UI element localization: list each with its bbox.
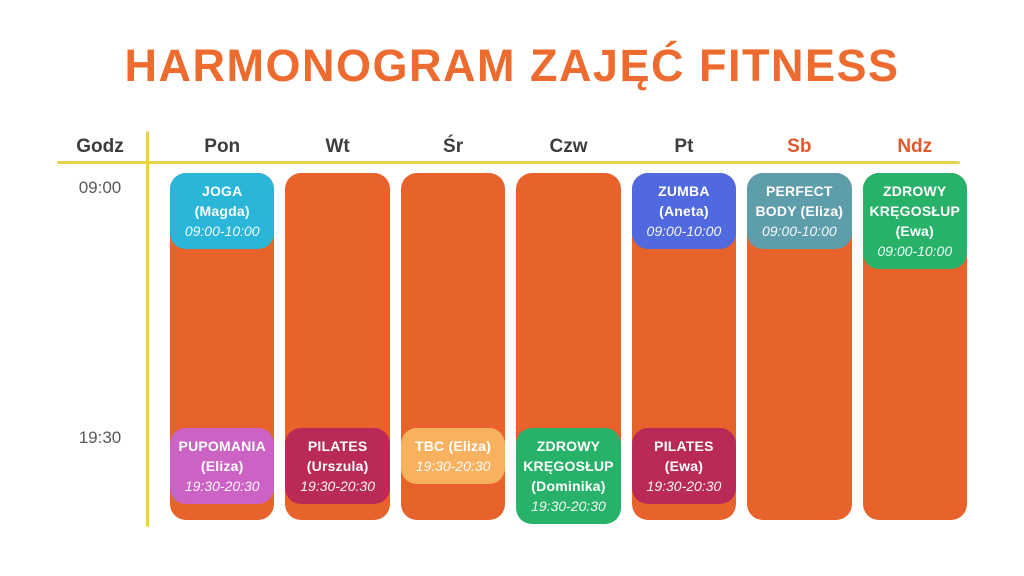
class-name-line: (Magda)	[194, 203, 250, 219]
class-time: 09:00-10:00	[184, 223, 260, 239]
class-name-line: KRĘGOSŁUP	[869, 203, 960, 219]
class-name-line: PILATES	[654, 438, 714, 454]
day-column-czw: ZDROWY KRĘGOSŁUP (Dominika) 19:30-20:30	[516, 173, 621, 524]
class-name-line: (Aneta)	[659, 203, 709, 219]
class-name-line: ZDROWY	[883, 183, 947, 199]
day-header-wt: Wt	[325, 136, 350, 157]
class-name-line: ZDROWY	[536, 438, 601, 454]
time-label-0900: 09:00	[78, 178, 122, 197]
day-column-ndz: ZDROWY KRĘGOSŁUP (Ewa) 09:00-10:00	[862, 173, 967, 520]
day-column-wt: PILATES (Urszula) 19:30-20:30	[285, 173, 390, 520]
time-column-header: Godz	[76, 136, 124, 157]
class-block-pt-evening: PILATES (Ewa) 19:30-20:30	[631, 428, 737, 504]
class-block-wt-evening: PILATES (Urszula) 19:30-20:30	[285, 428, 390, 504]
class-name-line: PERFECT	[765, 183, 833, 199]
class-block-sb-morning: PERFECT BODY (Eliza) 09:00-10:00	[747, 173, 852, 249]
class-name-line: PUPOMANIA	[178, 438, 266, 454]
schedule-grid: JOGA (Magda) 09:00-10:00 PUPOMANIA (Eliza) 19…	[170, 173, 967, 524]
class-time: 19:30-20:30	[415, 458, 491, 474]
class-name-line: (Dominika)	[531, 478, 606, 494]
day-header-pon: Pon	[204, 136, 241, 157]
class-time: 19:30-20:30	[531, 498, 606, 514]
class-name-line: (Urszula)	[306, 458, 369, 474]
day-column-pon: JOGA (Magda) 09:00-10:00 PUPOMANIA (Eliza) 19…	[170, 173, 275, 520]
time-label-1930: 19:30	[78, 428, 122, 447]
class-block-pon-morning: JOGA (Magda) 09:00-10:00	[170, 173, 275, 249]
page-title: HARMONOGRAM ZAJĘĆ FITNESS	[124, 40, 900, 91]
class-time: 19:30-20:30	[300, 478, 375, 494]
class-block-pt-morning: ZUMBA (Aneta) 09:00-10:00	[631, 173, 737, 249]
class-name-line: (Ewa)	[664, 458, 704, 474]
day-header-sb: Sb	[787, 136, 812, 157]
class-name-line: KRĘGOSŁUP	[523, 458, 614, 474]
day-column-sb: PERFECT BODY (Eliza) 09:00-10:00	[747, 173, 852, 520]
class-time: 19:30-20:30	[184, 478, 260, 494]
day-header-row: Pon Wt Śr Czw Pt Sb Ndz	[170, 136, 967, 158]
class-name-line: TBC (Eliza)	[415, 438, 492, 454]
class-block-ndz-morning: ZDROWY KRĘGOSŁUP (Ewa) 09:00-10:00	[862, 173, 967, 269]
class-time: 09:00-10:00	[877, 243, 953, 259]
day-header-śr: Śr	[443, 136, 464, 157]
class-block-pon-evening: PUPOMANIA (Eliza) 19:30-20:30	[170, 428, 275, 504]
class-name-line: JOGA	[201, 183, 243, 199]
day-header-pt: Pt	[674, 136, 694, 157]
class-block-czw-evening: ZDROWY KRĘGOSŁUP (Dominika) 19:30-20:30	[516, 428, 621, 524]
class-name-line: PILATES	[307, 438, 368, 454]
header-divider-line	[57, 161, 960, 164]
class-time: 09:00-10:00	[761, 223, 837, 239]
class-time: 09:00-10:00	[646, 223, 722, 239]
time-divider-line	[146, 131, 149, 527]
day-header-ndz: Ndz	[897, 136, 933, 157]
day-column-śr: TBC (Eliza) 19:30-20:30	[400, 173, 506, 520]
class-time: 19:30-20:30	[646, 478, 722, 494]
class-name-line: ZUMBA	[658, 183, 710, 199]
class-name-line: (Eliza)	[200, 458, 244, 474]
day-column-pt: ZUMBA (Aneta) 09:00-10:00 PILATES (Ewa) 19:30…	[631, 173, 737, 520]
class-name-line: (Ewa)	[895, 223, 934, 239]
class-block-śr-evening: TBC (Eliza) 19:30-20:30	[400, 428, 506, 484]
day-header-czw: Czw	[549, 136, 588, 157]
class-name-line: BODY (Eliza)	[755, 203, 844, 219]
